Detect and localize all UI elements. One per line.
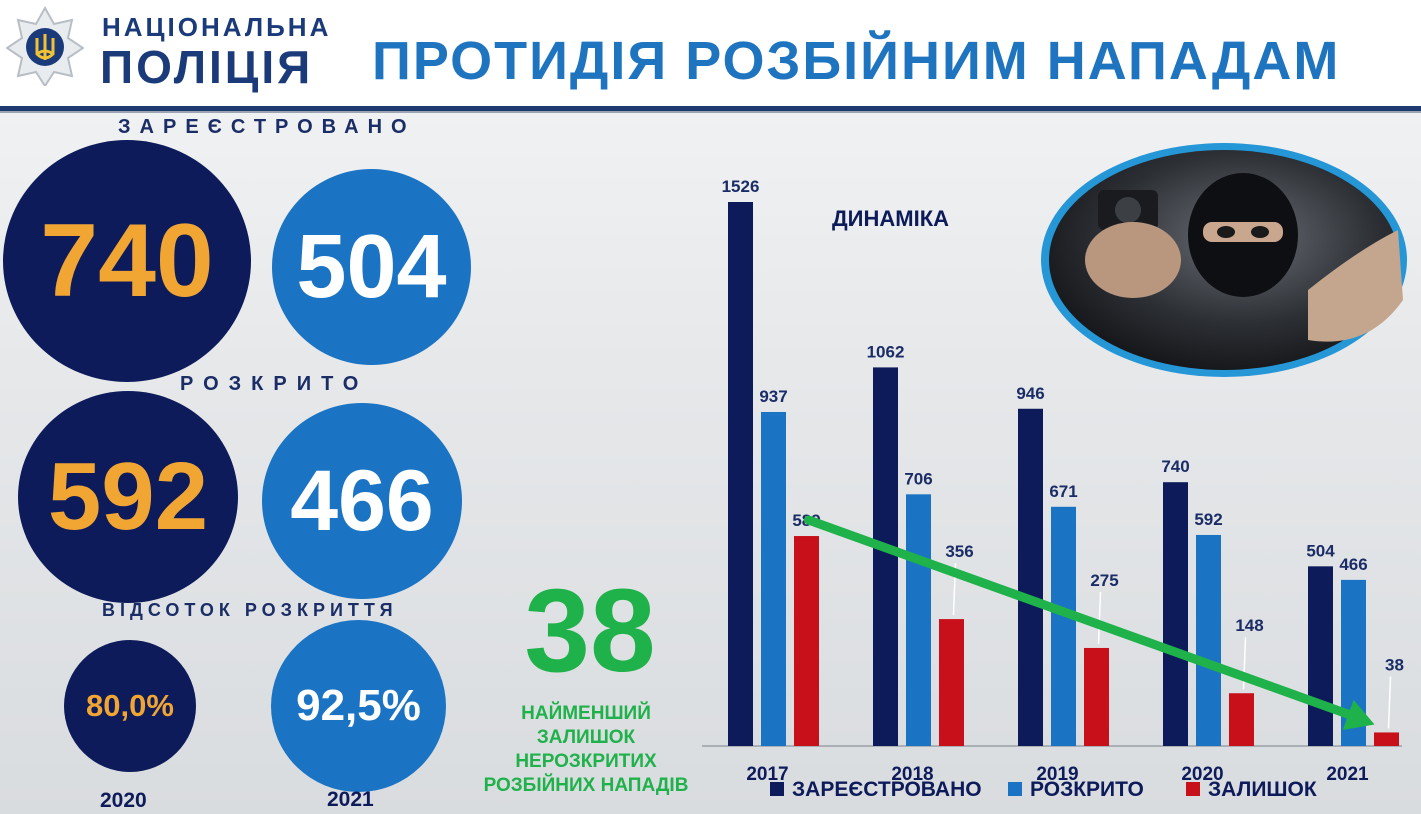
year-label-2020: 2020 — [100, 789, 147, 812]
bar-2019-1 — [1051, 506, 1076, 746]
legend-swatch — [1186, 782, 1200, 796]
solved-2020-circle: 592 — [18, 391, 238, 603]
note-line-2: ЗАЛИШОК — [536, 727, 636, 748]
bar-2020-2 — [1229, 693, 1254, 746]
solve-rate-2021-circle: 92,5% — [271, 620, 446, 792]
header-divider — [0, 106, 1421, 111]
trend-arrow-head-icon — [1342, 699, 1375, 730]
registered-2020-circle: 740 — [3, 140, 251, 382]
year-label-2021: 2021 — [327, 788, 374, 811]
data-label: 592 — [1194, 510, 1222, 529]
org-name-bottom: ПОЛІЦІЯ — [100, 41, 314, 93]
org-name-top: НАЦІОНАЛЬНА — [102, 12, 332, 42]
bar-2019-0 — [1018, 408, 1043, 746]
bar-2021-2 — [1374, 732, 1399, 746]
bar-2018-1 — [906, 494, 931, 746]
header-divider-shadow — [0, 111, 1421, 113]
data-label: 275 — [1090, 571, 1118, 590]
legend-swatch — [770, 782, 784, 796]
lowest-remainder-note: НАЙМЕНШИЙ ЗАЛИШОК НЕРОЗКРИТИХ РОЗБІЙНИХ … — [448, 702, 724, 798]
data-label-leader — [1387, 676, 1392, 729]
trend-arrow-line — [804, 515, 1359, 721]
x-tick-label: 2021 — [1326, 764, 1369, 785]
x-tick-label: 2018 — [891, 764, 933, 785]
data-label: 946 — [1016, 384, 1044, 403]
data-label: 671 — [1049, 482, 1077, 501]
bar-2018-0 — [873, 367, 898, 746]
note-line-3: НЕРОЗКРИТИХ — [515, 751, 657, 772]
lowest-remainder-value: 38 — [524, 565, 656, 697]
bar-2018-2 — [939, 619, 964, 746]
bar-2017-0 — [728, 202, 753, 746]
header-bar — [0, 0, 1421, 112]
x-tick-label: 2019 — [1036, 764, 1078, 785]
registered-label: ЗАРЕЄСТРОВАНО — [118, 116, 416, 138]
chart-title: ДИНАМІКА — [832, 206, 950, 231]
data-label-leader — [1097, 591, 1102, 644]
data-label: 466 — [1339, 555, 1367, 574]
data-label: 706 — [904, 469, 932, 488]
data-label: 937 — [759, 387, 787, 406]
note-line-4: РОЗБІЙНИХ НАПАДІВ — [483, 775, 689, 796]
bar-2019-2 — [1084, 647, 1109, 746]
x-tick-label: 2017 — [746, 764, 788, 785]
data-label: 148 — [1235, 616, 1263, 635]
data-label: 356 — [945, 542, 973, 561]
dynamics-bar-chart: 1526937589201710627063562018946671275201… — [702, 177, 1404, 801]
bar-2020-0 — [1163, 482, 1188, 746]
bar-2021-0 — [1308, 566, 1333, 746]
robber-photo — [1041, 143, 1407, 377]
legend-label: ЗАРЕЄСТРОВАНО — [792, 778, 982, 801]
data-label: 1062 — [867, 342, 905, 361]
registered-2021-circle: 504 — [272, 169, 471, 365]
solve-rate-2020-circle: 80,0% — [64, 640, 196, 772]
note-line-1: НАЙМЕНШИЙ — [521, 703, 651, 724]
data-label: 740 — [1161, 457, 1189, 476]
bar-2020-1 — [1196, 534, 1221, 746]
legend-label: ЗАЛИШОК — [1208, 778, 1317, 801]
legend-swatch — [1008, 782, 1022, 796]
x-tick-label: 2020 — [1181, 764, 1223, 785]
solved-label: РОЗКРИТО — [180, 373, 369, 395]
page-title: ПРОТИДІЯ РОЗБІЙНИМ НАПАДАМ — [372, 31, 1341, 91]
legend-label: РОЗКРИТО — [1030, 778, 1144, 801]
solve-rate-label: ВІДСОТОК РОЗКРИТТЯ — [102, 600, 398, 620]
bar-2017-2 — [794, 536, 819, 746]
bar-2017-1 — [761, 411, 786, 746]
data-label: 38 — [1385, 655, 1404, 674]
solved-2021-circle: 466 — [262, 403, 462, 599]
police-star-logo-icon — [6, 6, 84, 86]
data-label: 1526 — [722, 177, 760, 196]
data-label: 504 — [1306, 541, 1335, 560]
